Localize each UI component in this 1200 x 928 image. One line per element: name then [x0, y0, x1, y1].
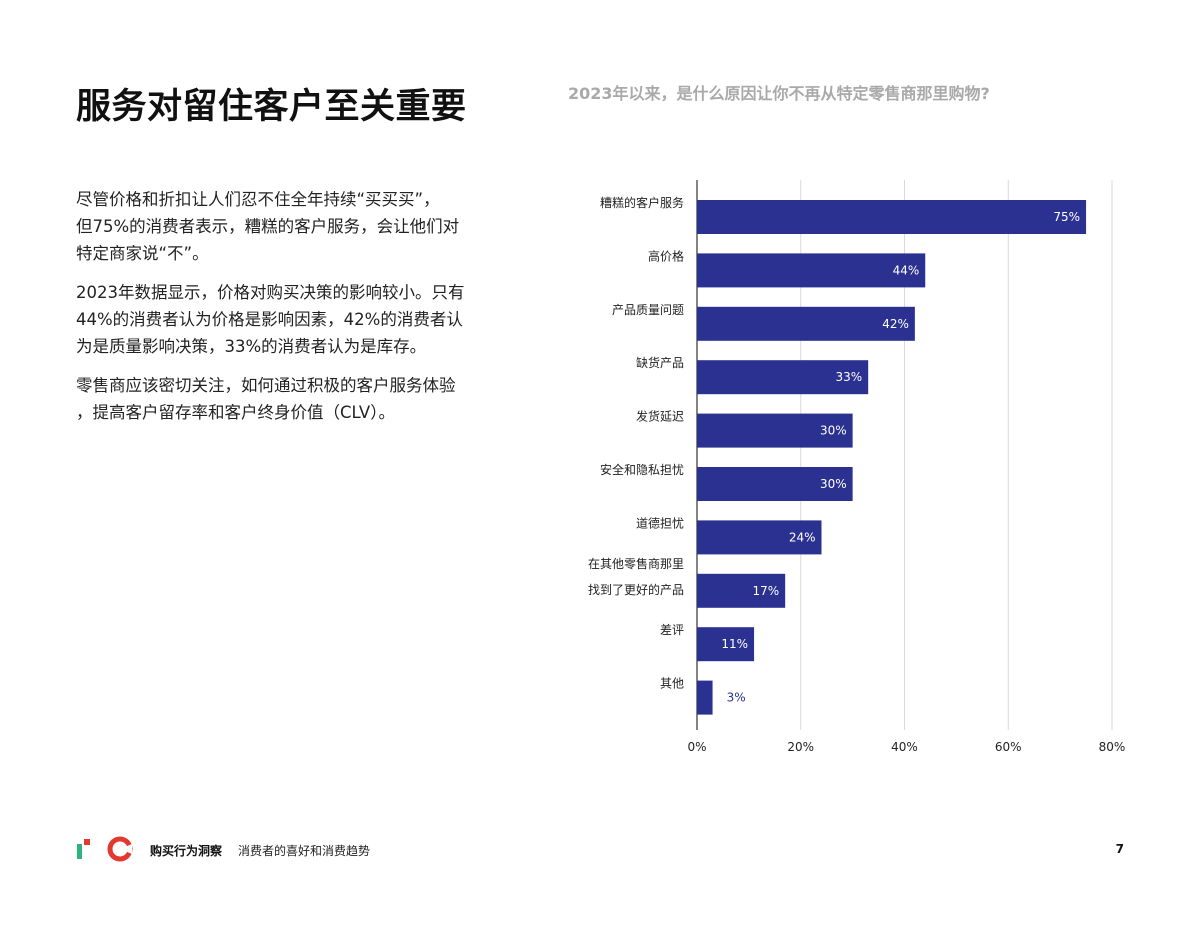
bar — [697, 413, 853, 448]
bar — [697, 306, 915, 341]
data-label: 3% — [727, 691, 746, 705]
page-title: 服务对留住客户至关重要 — [76, 87, 467, 127]
partner-logo-icon — [107, 836, 133, 862]
footer-subtitle: 消费者的喜好和消费趋势 — [238, 844, 371, 858]
bar-chart: 0% 20% 40% 60% 80% 糟糕的客户服务 75% 高价格 44% 产品质量问题 42% 缺… — [588, 180, 1126, 754]
page-number: 7 — [1115, 842, 1124, 856]
data-label: 11% — [721, 637, 748, 651]
paragraph: 2023年数据显示，价格对购买决策的影响较小。只有 44%的消费者认为价格是影响… — [76, 279, 516, 360]
data-label: 17% — [753, 584, 780, 598]
category-label: 找到了更好的产品 — [588, 582, 684, 597]
brand-logo-icon — [77, 839, 90, 859]
bar — [697, 360, 869, 395]
paragraph-line: 特定商家说“不”。 — [76, 244, 209, 263]
bar — [697, 200, 1087, 234]
paragraph-line: 2023年数据显示，价格对购买决策的影响较小。只有 — [76, 283, 465, 302]
x-tick-label: 40% — [891, 740, 918, 754]
paragraph-line: 零售商应该密切关注，如何通过积极的客户服务体验 — [76, 376, 456, 395]
data-label: 42% — [882, 317, 909, 331]
x-tick-label: 0% — [687, 740, 706, 754]
data-label: 75% — [1053, 210, 1080, 224]
bar — [697, 520, 822, 555]
category-label: 发货延迟 — [636, 409, 684, 424]
paragraph-line: 但75%的消费者表示，糟糕的客户服务，会让他们对 — [76, 217, 460, 236]
paragraph-line: 为是质量影响决策，33%的消费者认为是库存。 — [76, 337, 427, 356]
x-tick-label: 20% — [787, 740, 814, 754]
category-label: 其他 — [660, 677, 684, 691]
chart-title: 2023年以来，是什么原因让你不再从特定零售商那里购物? — [568, 84, 990, 103]
x-tick-label: 60% — [995, 740, 1022, 754]
footer-brand: 购买行为洞察 — [150, 844, 223, 858]
bar — [697, 253, 926, 288]
paragraph-line: ，提高客户留存率和客户终身价值（CLV）。 — [76, 403, 395, 422]
logo-cut-shape — [120, 844, 132, 854]
data-label: 33% — [836, 370, 863, 384]
paragraph-line: 尽管价格和折扣让人们忍不住全年持续“买买买”， — [76, 190, 440, 209]
x-tick-label: 80% — [1099, 740, 1126, 754]
footer: 购买行为洞察 消费者的喜好和消费趋势 7 — [76, 836, 1128, 864]
bar — [697, 627, 755, 662]
data-label: 30% — [820, 424, 847, 438]
category-label: 产品质量问题 — [612, 303, 684, 317]
paragraph: 零售商应该密切关注，如何通过积极的客户服务体验 ，提高客户留存率和客户终身价值（… — [76, 372, 516, 426]
category-label: 缺货产品 — [636, 355, 684, 370]
logo-flag-shape — [84, 839, 90, 845]
category-label: 道德担忧 — [636, 515, 684, 530]
data-label: 30% — [820, 477, 847, 491]
paragraph: 尽管价格和折扣让人们忍不住全年持续“买买买”， 但75%的消费者表示，糟糕的客户… — [76, 186, 516, 267]
bar — [697, 680, 713, 715]
category-label: 高价格 — [648, 248, 684, 263]
paragraph-line: 44%的消费者认为价格是影响因素，42%的消费者认 — [76, 310, 463, 329]
category-label: 糟糕的客户服务 — [600, 195, 684, 210]
bar — [697, 467, 853, 501]
bar — [697, 573, 786, 608]
logo-stem-shape — [77, 844, 82, 859]
data-label: 44% — [893, 263, 920, 277]
category-label: 安全和隐私担忧 — [600, 462, 684, 477]
body-text: 尽管价格和折扣让人们忍不住全年持续“买买买”， 但75%的消费者表示，糟糕的客户… — [76, 186, 516, 438]
category-label: 在其他零售商那里 — [588, 556, 684, 571]
data-label: 24% — [789, 530, 816, 544]
category-label: 差评 — [660, 623, 684, 637]
